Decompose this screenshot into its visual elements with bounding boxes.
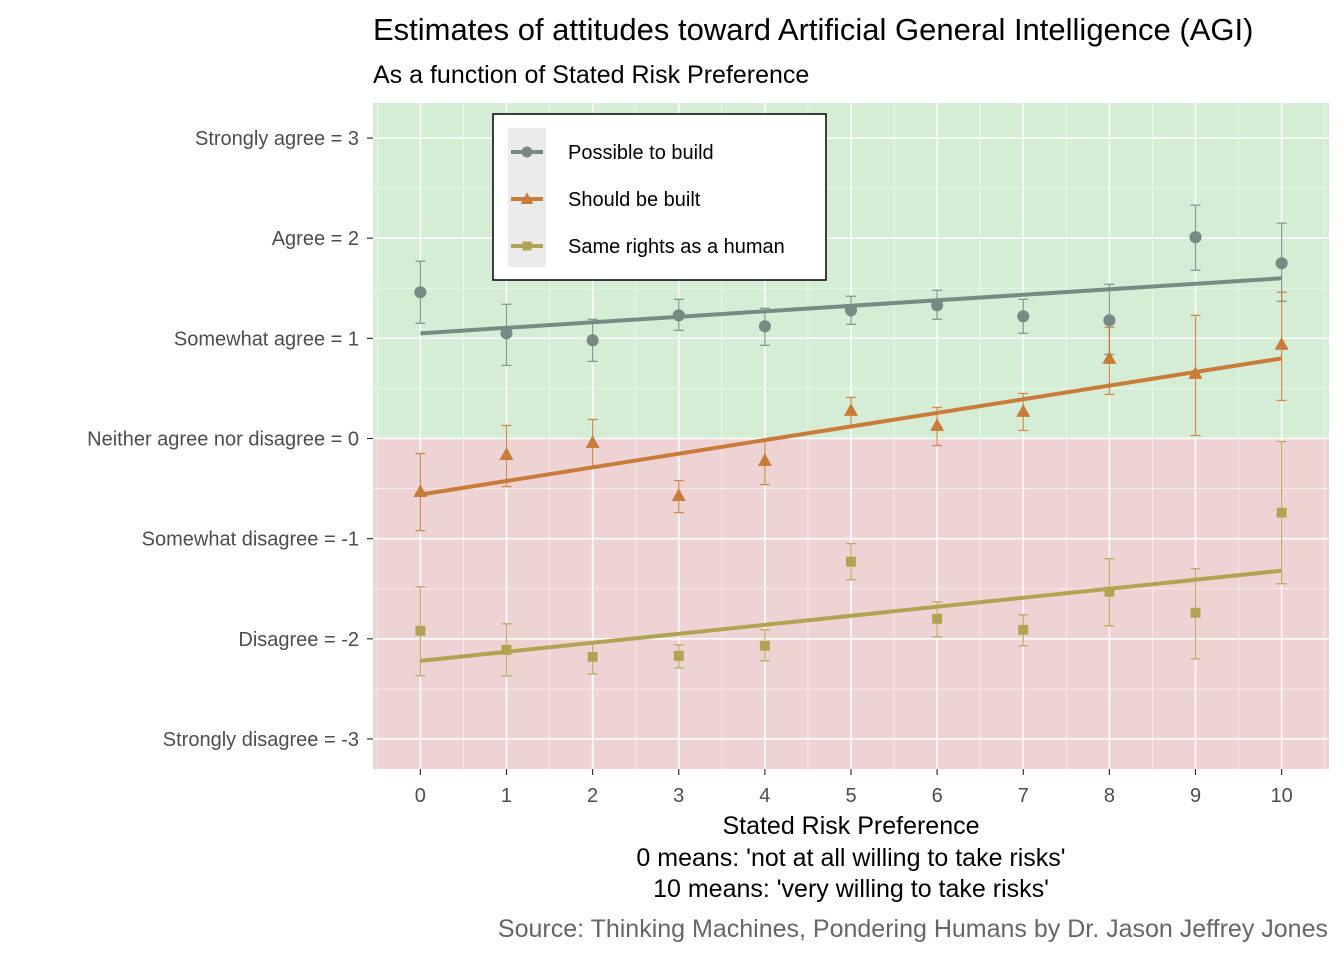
- data-point: [1103, 314, 1116, 327]
- x-tick-label: 1: [501, 785, 512, 807]
- y-tick-label: Somewhat disagree = -1: [142, 529, 359, 551]
- data-point: [587, 651, 598, 662]
- chart-title: Estimates of attitudes toward Artificial…: [373, 12, 1254, 47]
- data-point: [414, 286, 427, 299]
- data-point: [1018, 624, 1029, 635]
- data-point: [757, 453, 772, 466]
- x-tick-label: 0: [415, 785, 426, 807]
- data-point: [1276, 507, 1287, 518]
- data-point: [1274, 337, 1289, 350]
- y-tick-label: Somewhat agree = 1: [174, 328, 359, 350]
- data-point: [1275, 257, 1288, 270]
- data-point: [930, 418, 945, 431]
- data-point: [1188, 366, 1203, 379]
- data-point: [499, 447, 514, 460]
- x-tick-label: 8: [1104, 785, 1115, 807]
- y-tick-label: Strongly disagree = -3: [163, 729, 359, 751]
- data-point: [1016, 404, 1031, 417]
- data-point: [673, 650, 684, 661]
- y-tick-label: Strongly agree = 3: [195, 128, 359, 150]
- x-tick-label: 7: [1018, 785, 1029, 807]
- legend-key-marker: [521, 146, 533, 158]
- series-should-be-built: [413, 291, 1289, 532]
- legend-label: Should be built: [568, 189, 701, 211]
- data-point: [844, 304, 858, 317]
- data-point: [843, 403, 859, 416]
- source-caption: Source: Thinking Machines, Pondering Hum…: [497, 915, 1328, 943]
- chart-subtitle: As a function of Stated Risk Preference: [373, 61, 810, 89]
- data-point: [585, 435, 600, 448]
- data-point: [415, 625, 426, 636]
- fit-line: [420, 568, 1282, 663]
- x-tick-label: 4: [759, 785, 770, 807]
- x-tick-label: 10: [1271, 785, 1293, 807]
- y-tick-label: Disagree = -2: [238, 629, 359, 651]
- data-point: [501, 644, 512, 655]
- legend-label: Possible to build: [568, 142, 714, 164]
- legend-label: Same rights as a human: [568, 236, 785, 258]
- x-axis-note-low: 0 means: 'not at all willing to take ris…: [636, 844, 1066, 872]
- data-point: [846, 556, 856, 567]
- x-tick-label: 2: [587, 785, 598, 807]
- data-point: [758, 320, 771, 333]
- data-point: [932, 613, 943, 624]
- x-axis-note-high: 10 means: 'very willing to take risks': [653, 875, 1049, 903]
- data-point: [1104, 586, 1115, 597]
- x-axis-label: Stated Risk Preference: [722, 812, 980, 840]
- data-point: [413, 484, 428, 498]
- x-tick-label: 6: [932, 785, 943, 807]
- y-tick-label: Neither agree nor disagree = 0: [87, 429, 359, 451]
- data-point: [1189, 231, 1202, 244]
- data-point: [500, 327, 513, 340]
- x-tick-label: 3: [673, 785, 684, 807]
- data-point: [672, 309, 685, 322]
- series-possible-to-build: [414, 204, 1288, 367]
- data-point: [1017, 310, 1030, 323]
- data-point: [1190, 607, 1201, 618]
- legend-key-marker: [520, 192, 534, 204]
- data-point: [671, 488, 686, 502]
- y-tick-label: Agree = 2: [272, 228, 359, 250]
- legend: Possible to build Should be built Same rig…: [492, 113, 827, 281]
- x-tick-label: 9: [1190, 785, 1201, 807]
- data-point: [931, 299, 944, 312]
- legend-key-marker: [522, 241, 532, 251]
- data-point: [1102, 351, 1117, 364]
- legend-box: [492, 113, 827, 281]
- data-point: [759, 640, 770, 651]
- x-tick-label: 5: [845, 785, 856, 807]
- data-point: [586, 334, 599, 347]
- series-same-rights-as-a-human: [415, 440, 1287, 677]
